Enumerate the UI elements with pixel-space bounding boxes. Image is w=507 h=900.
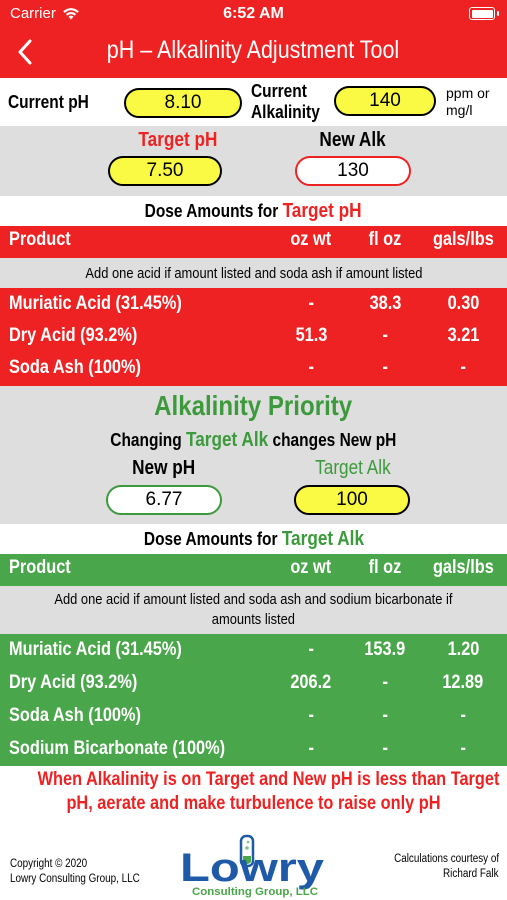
nav-header: Carrier 6:52 AM pH – Alkalinity Adjustme… <box>0 0 507 78</box>
ph-dose-note: Add one acid if amount listed and soda a… <box>0 258 507 288</box>
fl-oz-value: - <box>382 325 388 346</box>
header-gals-lbs: gals/lbs <box>432 557 494 578</box>
product-name: Soda Ash (100%) <box>9 357 141 378</box>
target-section: Target pH 7.50 New Alk 130 <box>0 126 507 196</box>
current-ph-label: Current pH <box>8 92 89 112</box>
ph-dose-rows: Muriatic Acid (31.45%) - 38.3 0.30 Dry A… <box>0 288 507 386</box>
target-ph-label: Target pH <box>138 129 218 151</box>
wifi-icon <box>63 8 79 20</box>
oz-wt-value: 206.2 <box>290 672 332 693</box>
header-oz-wt: oz wt <box>290 229 332 250</box>
fl-oz-value: - <box>382 357 388 378</box>
header-fl-oz: fl oz <box>368 557 402 578</box>
oz-wt-value: - <box>308 639 314 660</box>
header-product: Product <box>9 557 71 578</box>
gals-value: 3.21 <box>447 325 479 346</box>
fl-oz-value: 38.3 <box>369 293 401 314</box>
current-alk-label: Current Alkalinity <box>251 81 320 122</box>
product-name: Muriatic Acid (31.45%) <box>9 639 182 660</box>
page-title: pH – Alkalinity Adjustment Tool <box>107 36 400 64</box>
battery-icon <box>469 7 499 20</box>
svg-text:Lowry: Lowry <box>180 846 325 890</box>
unit-label: ppm or mg/l <box>446 85 490 118</box>
current-ph-input[interactable]: 8.10 <box>124 88 242 118</box>
target-alk-input[interactable]: 100 <box>294 485 410 515</box>
gals-value: 0.30 <box>447 293 479 314</box>
alk-dose-rows: Muriatic Acid (31.45%) - 153.9 1.20 Dry … <box>0 634 507 766</box>
oz-wt-value: 51.3 <box>295 325 327 346</box>
oz-wt-value: - <box>308 293 314 314</box>
new-ph-output: 6.77 <box>106 485 222 515</box>
table-row: Dry Acid (93.2%) 51.3 - 3.21 <box>0 320 507 352</box>
new-alk-label: New Alk <box>319 129 387 151</box>
gals-value: - <box>460 738 466 759</box>
target-alk-label: Target Alk <box>315 457 391 479</box>
chevron-left-icon <box>18 39 32 65</box>
new-alk-output: 130 <box>295 156 411 186</box>
current-alk-input[interactable]: 140 <box>334 86 436 116</box>
alk-dose-title: Dose Amounts for Target Alk <box>0 524 507 554</box>
alk-dose-note: Add one acid if amount listed and soda a… <box>0 586 507 634</box>
copyright: Copyright © 2020 Lowry Consulting Group,… <box>10 858 140 885</box>
product-name: Sodium Bicarbonate (100%) <box>9 738 226 759</box>
oz-wt-value: - <box>308 738 314 759</box>
gals-value: 12.89 <box>442 672 484 693</box>
status-carrier: Carrier <box>10 5 80 22</box>
table-row: Soda Ash (100%) - - - <box>0 700 507 733</box>
gals-value: 1.20 <box>447 639 479 660</box>
product-name: Dry Acid (93.2%) <box>9 325 138 346</box>
fl-oz-value: - <box>382 672 388 693</box>
target-ph-input[interactable]: 7.50 <box>108 156 222 186</box>
fl-oz-value: 153.9 <box>364 639 406 660</box>
aeration-warning: When Alkalinity is on Target and New pH … <box>37 769 500 814</box>
product-name: Soda Ash (100%) <box>9 705 141 726</box>
current-values-row: Current pH 8.10 Current Alkalinity 140 p… <box>0 78 507 126</box>
new-ph-label: New pH <box>132 457 196 479</box>
gals-value: - <box>460 357 466 378</box>
alk-priority-subtitle: Changing Target Alk changes New pH <box>110 429 397 451</box>
lowry-logo: Lowry Consulting Group, LLC <box>180 834 325 898</box>
svg-text:Consulting Group, LLC: Consulting Group, LLC <box>192 886 318 898</box>
alk-priority-title: Alkalinity Priority <box>154 390 353 421</box>
product-name: Dry Acid (93.2%) <box>9 672 138 693</box>
header-product: Product <box>9 229 71 250</box>
carrier-label: Carrier <box>10 5 56 22</box>
product-name: Muriatic Acid (31.45%) <box>9 293 182 314</box>
ph-dose-title: Dose Amounts for Target pH <box>0 196 507 226</box>
oz-wt-value: - <box>308 357 314 378</box>
gals-value: - <box>460 705 466 726</box>
table-row: Soda Ash (100%) - - - <box>0 352 507 384</box>
header-fl-oz: fl oz <box>368 229 402 250</box>
table-row: Dry Acid (93.2%) 206.2 - 12.89 <box>0 667 507 700</box>
back-button[interactable] <box>10 36 40 68</box>
alkalinity-priority-section: Alkalinity Priority Changing Target Alk … <box>0 386 507 524</box>
calculation-credit: Calculations courtesy of Richard Falk <box>393 853 499 880</box>
alk-dose-table-header: Product oz wt fl oz gals/lbs <box>0 554 507 586</box>
table-row: Sodium Bicarbonate (100%) - - - <box>0 733 507 766</box>
oz-wt-value: - <box>308 705 314 726</box>
table-row: Muriatic Acid (31.45%) - 38.3 0.30 <box>0 288 507 320</box>
table-row: Muriatic Acid (31.45%) - 153.9 1.20 <box>0 634 507 667</box>
status-time: 6:52 AM <box>223 5 284 22</box>
fl-oz-value: - <box>382 738 388 759</box>
header-gals-lbs: gals/lbs <box>432 229 494 250</box>
header-oz-wt: oz wt <box>290 557 332 578</box>
fl-oz-value: - <box>382 705 388 726</box>
ph-dose-table-header: Product oz wt fl oz gals/lbs <box>0 226 507 258</box>
